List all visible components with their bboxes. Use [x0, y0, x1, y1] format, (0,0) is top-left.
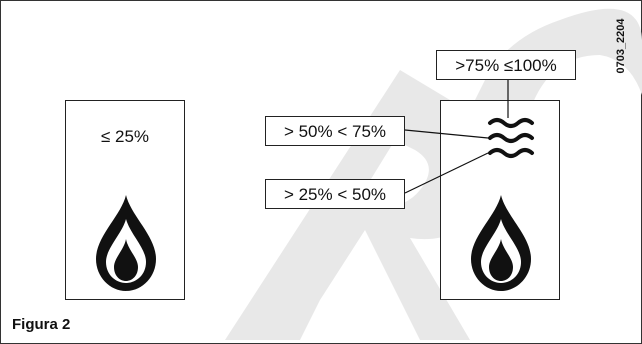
flame-icon — [471, 195, 531, 291]
left-panel: ≤ 25% — [65, 100, 185, 300]
figure-code-text: 0703_2204 — [615, 18, 627, 74]
wave-line-3 — [488, 148, 534, 158]
level-label-middle: > 50% < 75% — [265, 116, 405, 146]
flame-icon — [96, 195, 156, 291]
level-label-low: > 25% < 50% — [265, 179, 405, 209]
figure-code: 0703_2204 — [610, 8, 632, 84]
figure-caption: Figura 2 — [12, 316, 71, 333]
wave-icon — [488, 118, 534, 158]
level-label-top: >75% ≤100% — [436, 50, 576, 80]
leader-low — [404, 152, 489, 194]
wave-line-2 — [488, 133, 534, 143]
leader-middle — [404, 129, 489, 139]
left-level-label: ≤ 25% — [100, 127, 150, 146]
right-panel — [440, 100, 560, 300]
watermark-letter-r — [225, 70, 495, 340]
wave-line-1 — [488, 118, 534, 128]
